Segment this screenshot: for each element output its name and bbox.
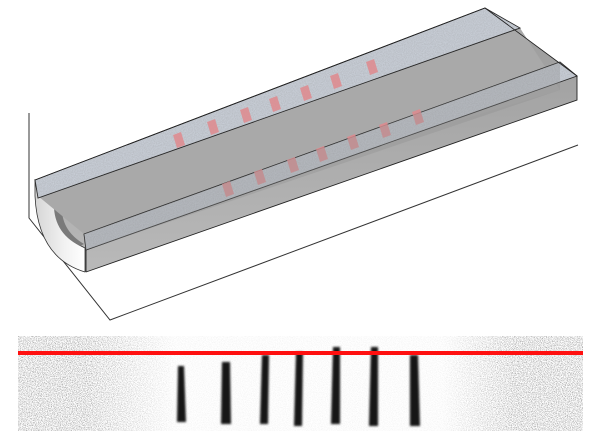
red-mark	[379, 122, 391, 138]
channel-edge-top	[34, 7, 578, 273]
red-mark	[316, 146, 328, 162]
scan-image	[18, 336, 583, 431]
red-mark	[412, 109, 424, 125]
dark-band	[260, 355, 269, 424]
red-mark	[347, 134, 359, 150]
red-mark	[366, 59, 378, 75]
strip-front-texture	[84, 62, 577, 250]
red-mark	[254, 169, 266, 185]
dark-band	[177, 366, 186, 422]
box-outline	[28, 113, 579, 321]
dark-band	[221, 362, 231, 424]
red-mark	[207, 119, 219, 135]
red-mark	[269, 96, 281, 112]
dark-band	[294, 352, 303, 426]
red-marks-front	[222, 109, 424, 197]
red-marks-back	[173, 59, 378, 148]
groove-face	[84, 62, 560, 250]
red-mark	[330, 73, 342, 89]
scan-bands	[177, 347, 420, 426]
channel-illustration	[28, 7, 579, 321]
red-mark	[222, 181, 234, 197]
channel-groove	[38, 28, 560, 234]
red-mark	[173, 132, 185, 148]
dark-band	[410, 355, 420, 426]
red-mark	[300, 85, 312, 101]
red-mark	[240, 107, 252, 123]
dark-band	[331, 347, 340, 424]
dark-band	[369, 347, 378, 426]
red-mark	[287, 157, 299, 173]
